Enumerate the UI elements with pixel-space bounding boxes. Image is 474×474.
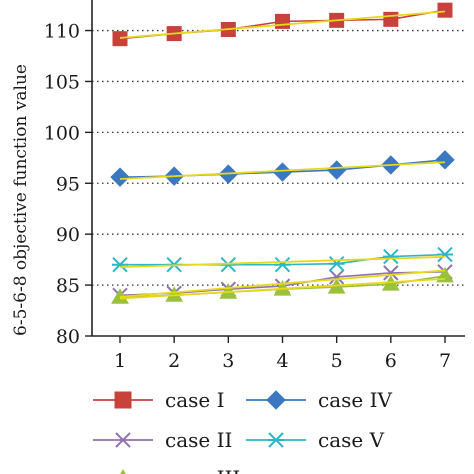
case-i-trend-line xyxy=(119,10,446,39)
legend-marker xyxy=(266,390,286,410)
y-tick-label: 85 xyxy=(56,275,80,297)
tick-labels: 80 85 90 95 100 105 110 1 2 3 4 5 6 7 xyxy=(44,21,451,372)
x-tick-label: 4 xyxy=(276,350,288,372)
case-i-point xyxy=(112,31,128,47)
case-ii-trend-line xyxy=(119,269,446,298)
trend-lines xyxy=(119,10,446,300)
case-v-point xyxy=(382,248,399,265)
case-v-point xyxy=(274,257,291,273)
case-ii-point xyxy=(383,265,399,281)
case-iv-trend-line xyxy=(119,161,446,180)
legend-item-case-iii: case III xyxy=(120,466,240,474)
y-tick-label: 110 xyxy=(44,21,80,43)
y-tick-label: 105 xyxy=(44,71,80,93)
legend-marker xyxy=(115,432,131,448)
x-tick-label: 5 xyxy=(331,350,343,372)
case-v-trend-line xyxy=(119,255,446,268)
legend-label: case III xyxy=(165,466,240,474)
x-tick-label: 7 xyxy=(439,350,451,372)
y-tick-label: 100 xyxy=(44,122,80,144)
y-tick-label: 90 xyxy=(56,224,80,246)
case-i-point xyxy=(275,13,290,29)
case-i-point xyxy=(437,2,453,18)
y-axis-label: 6-5-6-8 objective function value xyxy=(11,64,31,336)
case-v-point xyxy=(328,256,345,272)
legend-marker xyxy=(114,391,132,409)
case-v-point xyxy=(112,257,128,273)
case-i-point xyxy=(383,11,399,27)
legend-label: case II xyxy=(165,428,232,452)
legend: case I case IV case II case V case III xyxy=(93,388,392,474)
legend-marker xyxy=(268,432,284,448)
legend-label: case V xyxy=(318,428,385,452)
y-tick-label: 80 xyxy=(56,326,80,348)
case-iv-point xyxy=(272,162,293,182)
legend-item-case-iv: case IV xyxy=(246,388,392,412)
case-v-point xyxy=(437,246,453,263)
x-tick-label: 3 xyxy=(222,350,234,372)
legend-label: case IV xyxy=(318,388,392,412)
case-iv-point xyxy=(435,150,455,170)
case-iv-point xyxy=(110,167,130,187)
x-tick-label: 6 xyxy=(385,350,397,372)
case-ii-point xyxy=(328,269,345,285)
legend-item-case-i: case I xyxy=(93,388,224,412)
gridlines xyxy=(92,29,465,286)
x-tick-label: 2 xyxy=(168,350,180,372)
case-iii-trend-line xyxy=(119,278,446,300)
legend-marker xyxy=(120,468,126,474)
axes xyxy=(85,0,465,343)
legend-label: case I xyxy=(165,388,224,412)
y-tick-label: 95 xyxy=(56,173,80,195)
case-iv-point xyxy=(326,160,347,180)
x-tick-label: 1 xyxy=(114,350,126,372)
legend-item-case-v: case V xyxy=(246,428,385,452)
legend-item-case-ii: case II xyxy=(93,428,232,452)
